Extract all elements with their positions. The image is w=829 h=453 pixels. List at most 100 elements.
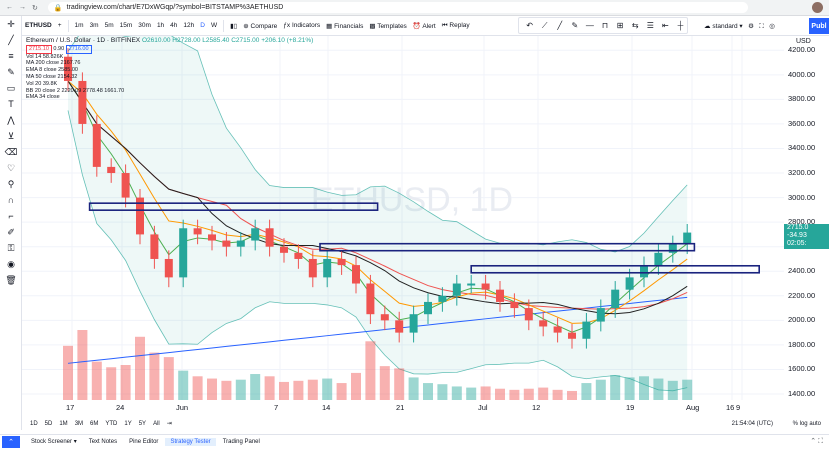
- range-ytd[interactable]: YTD: [105, 420, 118, 427]
- back-icon[interactable]: ←: [6, 3, 13, 11]
- avatar[interactable]: [812, 2, 823, 13]
- interval-15m[interactable]: 15m: [119, 22, 133, 29]
- pattern-icon[interactable]: ⋀: [7, 114, 15, 125]
- log-toggle[interactable]: log: [799, 420, 808, 427]
- arrow-icon[interactable]: ⇆: [631, 21, 639, 30]
- volume-bar: [408, 377, 419, 400]
- forward-icon[interactable]: →: [19, 3, 26, 11]
- path-icon[interactable]: ⟋: [541, 20, 548, 30]
- zone-rectangles[interactable]: [88, 202, 761, 274]
- price-change: -34.93: [787, 232, 807, 239]
- compare-button[interactable]: ⊕ Compare: [243, 22, 278, 30]
- auto-toggle[interactable]: auto: [809, 420, 821, 427]
- price-chart[interactable]: ETHUSD, 1D: [22, 36, 784, 400]
- interval-5m[interactable]: 5m: [104, 22, 114, 29]
- candle-body: [380, 314, 389, 321]
- interval-30m[interactable]: 30m: [138, 22, 151, 29]
- volume-bar: [567, 390, 577, 400]
- pen-icon[interactable]: ✎: [571, 21, 579, 30]
- range-5y[interactable]: 5Y: [138, 420, 147, 427]
- eye-icon[interactable]: ◉: [7, 258, 15, 269]
- brush-icon[interactable]: ✎: [7, 66, 15, 77]
- rectangle-icon[interactable]: ▭: [6, 82, 16, 93]
- legend-symbol[interactable]: Ethereum / U.S. Dollar · 1D · BITFINEX O…: [26, 37, 313, 45]
- ray-icon[interactable]: ⇤: [662, 21, 669, 30]
- range-6m[interactable]: 6M: [90, 420, 99, 427]
- interval-4h[interactable]: 4h: [170, 22, 178, 29]
- interval-1h[interactable]: 1h: [156, 22, 165, 29]
- eraser-icon[interactable]: ⌫: [4, 146, 18, 157]
- maximize-panel-icon[interactable]: ⌃ ⛶: [810, 438, 823, 445]
- range-1m[interactable]: 1M: [59, 420, 68, 427]
- interval-12h[interactable]: 12h: [183, 22, 195, 29]
- heart-icon[interactable]: ♡: [6, 162, 16, 173]
- candle-body: [409, 314, 418, 333]
- replay-button[interactable]: ⏮ Replay: [441, 21, 470, 29]
- range-1d[interactable]: 1D: [30, 420, 38, 427]
- range-5d[interactable]: 5D: [44, 420, 53, 427]
- financials-button[interactable]: ▦ Financials: [326, 22, 364, 30]
- legend-row[interactable]: MA 50 close 2154.32: [26, 73, 78, 80]
- interval-d[interactable]: D: [200, 22, 205, 29]
- layout-label: standard: [712, 23, 738, 30]
- line-icon[interactable]: ╱: [557, 21, 563, 30]
- divider: [223, 19, 225, 32]
- legend-row[interactable]: EMA 8 close 2585.00: [26, 67, 78, 74]
- tab-pine-editor[interactable]: Pine Editor: [129, 438, 159, 445]
- measure-icon[interactable]: ⊻: [7, 130, 15, 141]
- horizontal-line-icon[interactable]: —: [585, 21, 594, 30]
- candle-body: [265, 228, 274, 247]
- magnet-icon[interactable]: ∩: [7, 195, 15, 205]
- plus-icon[interactable]: +: [57, 22, 62, 29]
- range-3m[interactable]: 3M: [74, 420, 84, 427]
- legend-row[interactable]: Vol 14 58.826K: [26, 53, 64, 60]
- legend-row[interactable]: EMA 34 close: [26, 94, 60, 101]
- price-axis[interactable]: USD 4200.00 4000.00 3800.00 3600.00 3400.00 3…: [784, 36, 829, 400]
- legend-row[interactable]: MA 200 close 2167.76: [26, 60, 81, 67]
- time-axis[interactable]: 17 24 Jun 7 14 21 Jul 12 19 Aug 9 16: [22, 400, 784, 414]
- symbol-search[interactable]: ETHUSD: [25, 22, 52, 29]
- list-icon[interactable]: ☰: [646, 21, 654, 30]
- text-icon[interactable]: T: [8, 99, 14, 109]
- undo-icon[interactable]: ↶: [526, 21, 533, 30]
- reload-icon[interactable]: ↻: [32, 4, 38, 12]
- goto-date-icon[interactable]: ⇥: [166, 421, 172, 427]
- zoom-icon[interactable]: ⚲: [7, 178, 15, 189]
- cross-icon[interactable]: ┼: [677, 21, 684, 30]
- candle-body: [568, 332, 576, 339]
- publish-button[interactable]: Publ: [809, 18, 829, 34]
- interval-1m[interactable]: 1m: [74, 22, 84, 29]
- templates-label: Templates: [377, 22, 407, 30]
- volume-bar: [207, 378, 217, 400]
- range-all[interactable]: All: [153, 420, 160, 427]
- tab-trading-panel[interactable]: Trading Panel: [222, 438, 260, 445]
- pencil-icon[interactable]: ✐: [7, 226, 15, 237]
- collapse-panel-icon[interactable]: ⌃: [2, 436, 20, 448]
- currency-label[interactable]: USD: [796, 38, 811, 45]
- interval-w[interactable]: W: [210, 22, 218, 29]
- fib-icon[interactable]: ≡: [8, 51, 14, 61]
- address-bar[interactable]: 🔒 tradingview.com/chart/E7DxWGqp/?symbol=…: [47, 2, 748, 13]
- layout-selector[interactable]: ☁ standard ▾ ⚙ ⛶ ◎: [704, 23, 775, 30]
- lock-tool-icon[interactable]: ⚿: [7, 242, 15, 253]
- tab-text-notes[interactable]: Text Notes: [88, 438, 118, 445]
- candle-body: [222, 240, 231, 247]
- tab-stock-screener[interactable]: Stock Screener ▾: [31, 439, 77, 445]
- candles-icon[interactable]: ▮▯: [230, 22, 238, 30]
- trendline-icon[interactable]: ╱: [8, 34, 14, 45]
- tab-strategy-tester[interactable]: Strategy Tester: [165, 437, 216, 446]
- range-1y[interactable]: 1Y: [124, 420, 132, 427]
- interval-3m[interactable]: 3m: [89, 22, 99, 29]
- ruler-icon[interactable]: ⌐: [8, 211, 14, 221]
- percent-toggle[interactable]: %: [792, 420, 798, 427]
- templates-button[interactable]: ▩ Templates: [369, 22, 407, 30]
- alert-button[interactable]: ⏰ Alert: [412, 22, 436, 30]
- indicators-button[interactable]: ƒx Indicators: [283, 22, 321, 29]
- utc-clock[interactable]: 21:54:04 (UTC): [731, 420, 773, 427]
- legend-row[interactable]: BB 20 close 2 2220.09 2778.48 1661.70: [26, 87, 125, 94]
- crosshair-icon[interactable]: ✛: [7, 18, 15, 29]
- trash-icon[interactable]: 🗑: [5, 274, 17, 285]
- legend-row[interactable]: Vol 20 39.8K: [26, 80, 58, 87]
- channel-icon[interactable]: ⊓: [601, 21, 609, 30]
- grid-icon[interactable]: ⊞: [616, 21, 624, 30]
